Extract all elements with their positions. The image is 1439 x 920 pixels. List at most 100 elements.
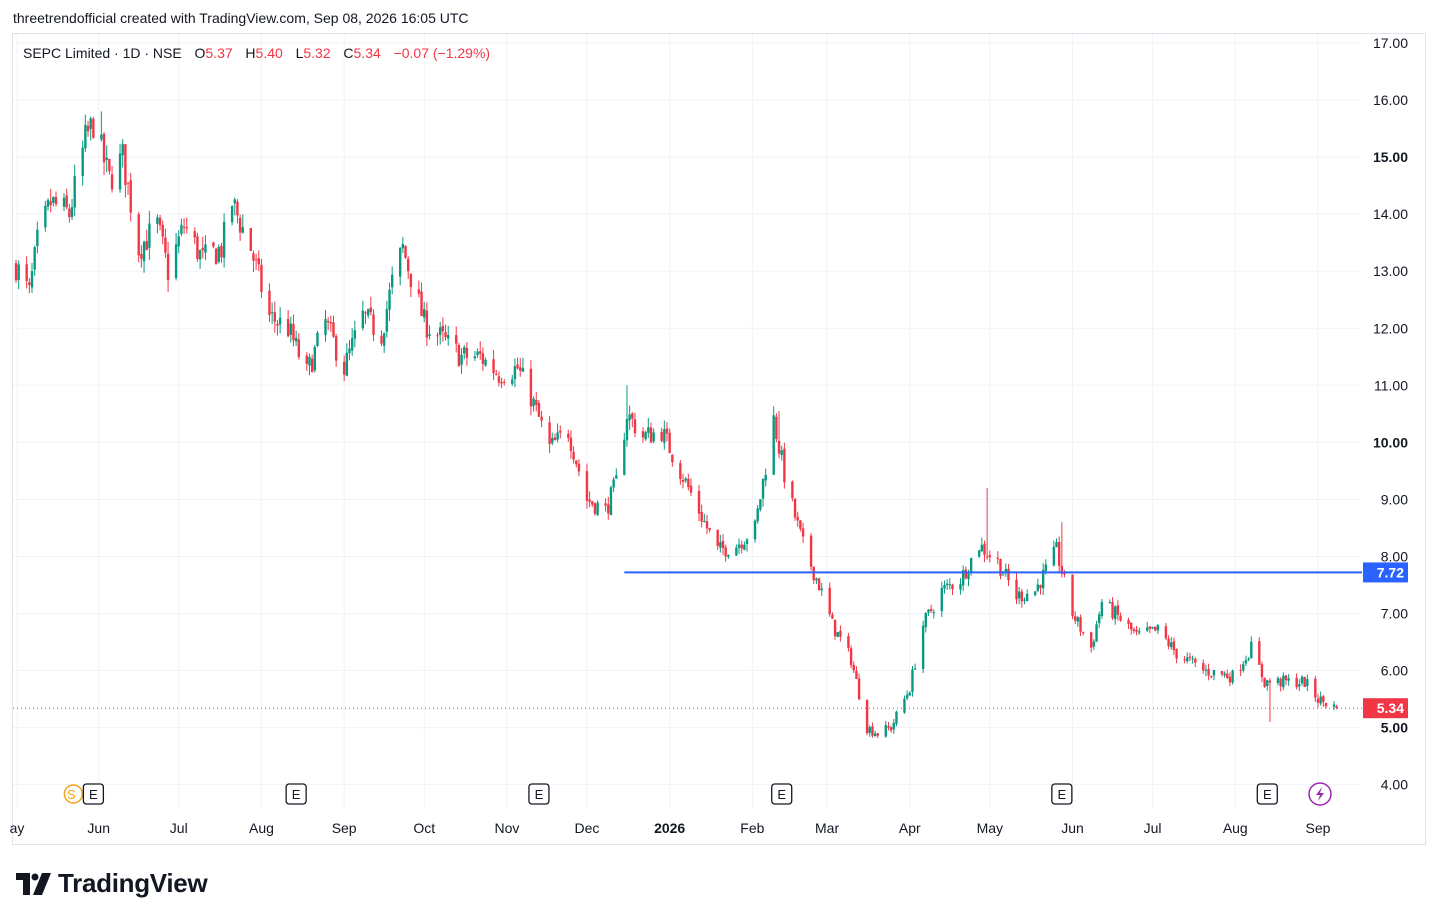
candle-body — [1111, 602, 1114, 619]
candle-body — [1250, 641, 1253, 659]
candle-body — [118, 153, 122, 190]
candle-body — [342, 361, 346, 375]
candle-body — [436, 335, 439, 337]
candle-body — [556, 432, 559, 440]
tradingview-brand[interactable]: TradingView — [16, 868, 208, 899]
candle-body — [369, 307, 373, 313]
tradingview-logo-icon — [16, 872, 51, 895]
earnings-event-label: E — [777, 787, 786, 802]
candle-body — [876, 733, 879, 736]
candle-body — [569, 437, 573, 451]
x-tick-label: Dec — [574, 820, 599, 836]
candle-body — [964, 569, 968, 579]
candle-body — [174, 244, 178, 279]
candle-body — [473, 356, 477, 359]
candle-body — [161, 224, 164, 237]
earnings-event-icon — [82, 783, 105, 805]
candle-body — [1258, 641, 1261, 665]
candle-body — [108, 158, 111, 172]
candle-body — [1098, 614, 1101, 624]
candle-body — [929, 609, 933, 612]
candle-body — [44, 205, 47, 228]
candle-body — [967, 573, 970, 580]
candle-body — [801, 528, 805, 537]
candle-body — [593, 503, 597, 514]
candle-body — [737, 544, 741, 548]
open-label: O — [194, 45, 206, 61]
candle-body — [406, 258, 410, 272]
candle-body — [1154, 626, 1157, 631]
candle-body — [1063, 573, 1066, 575]
candle-body — [1191, 658, 1194, 660]
candle-body — [969, 557, 973, 573]
candle-body — [721, 540, 725, 549]
candle-body — [1316, 698, 1320, 703]
candle-body — [25, 264, 28, 281]
candle-body — [193, 231, 196, 238]
candle-body — [700, 511, 703, 522]
candle-body — [647, 427, 650, 433]
candle-body — [70, 207, 74, 217]
earnings-event-icon — [1051, 783, 1073, 805]
y-tick-label: 11.00 — [1374, 377, 1408, 393]
candle-body — [241, 227, 244, 233]
candle-body — [940, 587, 943, 612]
y-tick-label: 4.00 — [1381, 777, 1408, 793]
candle-body — [17, 264, 20, 281]
candle-body — [985, 556, 989, 558]
candle-body — [254, 259, 258, 261]
candle-body — [495, 373, 498, 375]
candle-body — [793, 499, 797, 518]
candle-body — [457, 344, 461, 367]
candle-body — [529, 368, 533, 407]
candle-body — [855, 670, 858, 679]
candle-body — [385, 309, 389, 332]
x-tick-label: Mar — [815, 820, 839, 836]
candle-body — [1263, 677, 1266, 687]
candle-body — [198, 250, 202, 260]
candle-body — [689, 485, 693, 493]
candle-body — [497, 376, 501, 383]
candle-body — [684, 478, 687, 481]
candle-body — [324, 319, 327, 336]
candle-body — [361, 310, 365, 329]
candle-body — [233, 199, 236, 204]
candle-body — [286, 318, 290, 337]
candlestick-chart[interactable]: 7.725.34 17.0016.0015.0014.0013.0012.001… — [0, 0, 1439, 860]
change-value: −0.07 (−1.29%) — [393, 45, 491, 61]
candle-body — [516, 364, 519, 369]
candle-body — [310, 358, 314, 373]
candle-body — [513, 366, 517, 380]
candle-body — [681, 480, 685, 483]
candle-body — [567, 433, 570, 438]
candle-body — [908, 692, 911, 696]
candle-body — [1108, 601, 1112, 603]
candle-body — [1060, 565, 1064, 574]
candle-body — [777, 441, 781, 454]
candle-body — [439, 327, 442, 335]
candle-body — [735, 547, 738, 556]
candle-body — [791, 481, 794, 499]
candle-body — [1015, 579, 1018, 600]
candle-body — [1282, 675, 1285, 688]
candle-body — [660, 431, 663, 441]
candle-body — [68, 208, 71, 218]
candle-body — [1146, 627, 1149, 631]
candle-body — [86, 125, 90, 132]
candle-body — [596, 502, 599, 515]
candle-body — [372, 314, 375, 335]
candle-body — [652, 432, 655, 442]
candle-body — [380, 335, 383, 344]
candle-body — [1151, 626, 1154, 629]
close-label: C — [343, 45, 354, 61]
candle-body — [1138, 631, 1141, 633]
candle-body — [1148, 626, 1152, 629]
x-tick-label: Jul — [170, 820, 188, 836]
candle-body — [1057, 542, 1061, 567]
candle-body — [1335, 706, 1338, 709]
candle-body — [999, 559, 1002, 576]
candle-body — [1156, 625, 1160, 631]
candle-body — [1266, 680, 1269, 686]
candle-body — [214, 248, 218, 265]
